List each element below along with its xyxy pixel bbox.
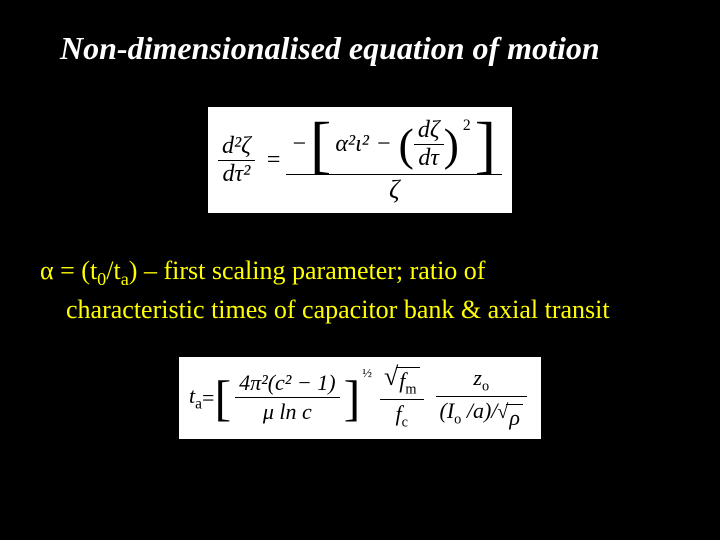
definition-text-2: characteristic times of capacitor bank &… [66, 295, 610, 324]
eq2-ta: ta [189, 383, 202, 413]
eq1-lhs: d²ζ dτ² [218, 133, 255, 188]
equation-1-block: d²ζ dτ² = − [ α²ι² − ( [40, 107, 680, 213]
definition-text-1: first scaling parameter; ratio of [163, 256, 485, 285]
eq1-alpha-iota: α²ι² [335, 131, 369, 158]
equation-2-block: ta = [ 4π²(c² − 1) μ ln c ] ½ √fm fc zo [40, 357, 680, 439]
equation-2: ta = [ 4π²(c² − 1) μ ln c ] ½ √fm fc zo [179, 357, 541, 439]
slide-title: Non-dimensionalised equation of motion [60, 30, 680, 67]
eq2-bracket-frac: 4π²(c² − 1) μ ln c [235, 369, 339, 426]
slide: Non-dimensionalised equation of motion d… [0, 0, 720, 540]
eq1-inner-paren: ( dζ dτ ) [399, 117, 459, 172]
definition-line: α = (t0/ta) – first scaling parameter; r… [40, 253, 680, 327]
eq2-frac2: √fm fc [380, 363, 424, 433]
eq1-rhs: − [ α²ι² − ( dζ dτ ) [286, 115, 502, 205]
eq2-frac3: zo (Io /a)/√ρ [436, 364, 527, 432]
equation-1: d²ζ dτ² = − [ α²ι² − ( [208, 107, 512, 213]
eq2-half-exponent: ½ [362, 365, 372, 381]
eq1-equals: = [267, 147, 281, 174]
